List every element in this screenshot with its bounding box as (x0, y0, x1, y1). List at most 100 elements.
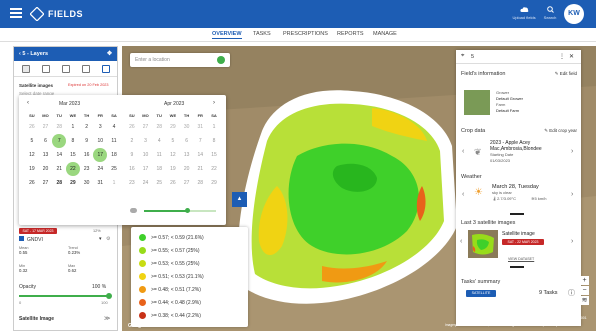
calendar-day[interactable]: 15 (70, 152, 76, 158)
calendar-day[interactable]: 26 (170, 180, 176, 186)
calendar-day[interactable]: 25 (111, 166, 117, 172)
calendar-day[interactable]: 5 (30, 138, 34, 144)
view-dataset-link[interactable]: VIEW DATASET (508, 257, 535, 261)
calendar-day[interactable]: 12 (29, 152, 35, 158)
calendar-day[interactable]: 4 (157, 138, 161, 144)
upload-fields-button[interactable]: Upload fields (510, 6, 538, 20)
calendar-day[interactable]: 28 (56, 124, 62, 130)
opacity-value[interactable]: 100 % (92, 284, 106, 290)
calendar-day[interactable]: 17 (142, 166, 149, 172)
calendar-day[interactable]: 28 (56, 180, 62, 186)
calendar-day[interactable]: 23 (83, 166, 90, 172)
calendar-day[interactable]: 24 (142, 180, 149, 186)
edit-crop-button[interactable]: ✎ Edit crop year (544, 128, 577, 133)
tab-prescriptions[interactable]: PRESCRIPTIONS (283, 31, 328, 37)
calendar-day[interactable]: 1 (71, 124, 75, 130)
search-button[interactable]: Search (536, 6, 564, 20)
soil-layer-icon[interactable] (82, 65, 90, 73)
calendar-day[interactable]: 7 (198, 138, 202, 144)
satellite-image-footer[interactable]: Satellite Image (19, 316, 55, 322)
calendar-day[interactable]: 19 (29, 166, 35, 172)
expired-note[interactable]: Expired on 20 Feb 2023 (68, 83, 109, 87)
calendar-day[interactable]: 29 (170, 124, 176, 130)
tab-manage[interactable]: MANAGE (373, 31, 397, 37)
calendar-day[interactable]: 12 (170, 152, 176, 158)
sat-date-chip[interactable]: SAT - 22 MAR 2023 (502, 239, 544, 245)
index-selector[interactable]: GNDVI ▾ ⚙ (19, 236, 114, 243)
calendar-day[interactable]: 21 (56, 166, 62, 172)
calendar-day[interactable]: 2 (130, 138, 134, 144)
calendar-day[interactable]: 26 (129, 124, 135, 130)
weather-prev-icon[interactable]: ‹ (462, 191, 465, 198)
prev-month-icon[interactable]: ‹ (27, 100, 29, 106)
calendar-day[interactable]: 8 (212, 138, 216, 144)
calendar-day[interactable]: 6 (44, 138, 47, 144)
menu-icon[interactable] (10, 8, 22, 18)
opacity-slider-handle[interactable] (106, 293, 112, 299)
selected-date-chip[interactable]: SAT - 17 MAR 2023 (19, 228, 57, 234)
calendar-day[interactable]: 11 (111, 138, 117, 144)
calendar-day[interactable]: 4 (112, 124, 116, 130)
sat-next-icon[interactable]: › (571, 238, 574, 245)
calendar-day[interactable]: 6 (185, 138, 188, 144)
tab-reports[interactable]: REPORTS (337, 31, 364, 37)
cloud-coverage-slider[interactable] (144, 208, 216, 213)
crop-next-icon[interactable]: › (571, 148, 574, 155)
calendar-day[interactable]: 16 (83, 152, 90, 158)
opacity-slider-track[interactable] (19, 295, 111, 297)
calendar-day[interactable]: 27 (142, 124, 149, 130)
calendar-day[interactable]: 20 (42, 166, 49, 172)
close-icon[interactable]: ✕ (569, 54, 575, 60)
location-search-input[interactable]: Enter a location (130, 53, 230, 67)
calendar-day[interactable]: 22 (211, 166, 217, 172)
layers-stack-icon[interactable]: ≋ (580, 296, 589, 305)
calendar-day[interactable]: 26 (29, 180, 35, 186)
location-pin-icon[interactable] (217, 56, 225, 64)
chevron-down-footer-icon[interactable]: ≫ (104, 316, 111, 322)
tasks-category-chip[interactable]: SATELLITE (466, 290, 496, 297)
prescription-layer-icon[interactable] (42, 65, 50, 73)
calendar-day[interactable]: 29 (211, 180, 217, 186)
calendar-day[interactable]: 14 (56, 152, 62, 158)
eye-layer-icon[interactable] (62, 65, 70, 73)
satellite-layer-icon[interactable] (22, 65, 30, 73)
calendar-day[interactable]: 17 (93, 148, 108, 162)
calendar-day[interactable]: 29 (70, 180, 76, 186)
calendar-day[interactable]: 22 (66, 162, 80, 176)
calendar-day[interactable]: 2 (85, 124, 88, 130)
more-options-icon[interactable]: ⋮ (559, 54, 565, 60)
tasks-count[interactable]: 9 Tasks (539, 290, 558, 296)
calendar-day[interactable]: 5 (171, 138, 175, 144)
calendar-day[interactable]: 8 (71, 138, 75, 144)
satellite-image-thumbnail[interactable] (468, 230, 498, 258)
calendar-day[interactable]: 30 (183, 124, 190, 130)
calendar-day[interactable]: 18 (156, 166, 162, 172)
calendar-day[interactable]: 30 (83, 180, 90, 186)
chevron-down-icon[interactable]: ▾ (99, 236, 102, 242)
calendar-day[interactable]: 9 (130, 152, 134, 158)
calendar-day[interactable]: 3 (144, 138, 147, 144)
tab-overview[interactable]: OVERVIEW (212, 31, 242, 39)
zoom-in-button[interactable]: + (580, 276, 589, 285)
settings-icon[interactable]: ⚙ (106, 236, 111, 242)
user-avatar[interactable]: KW (564, 4, 584, 24)
calendar-day[interactable]: 27 (42, 180, 49, 186)
drone-layer-icon[interactable] (102, 65, 110, 73)
calendar-day[interactable]: 18 (111, 152, 117, 158)
calendar-day[interactable]: 9 (85, 138, 88, 144)
calendar-day[interactable]: 21 (197, 166, 204, 172)
calendar-day[interactable]: 27 (183, 180, 190, 186)
calendar-day[interactable]: 31 (97, 180, 104, 186)
calendar-day[interactable]: 23 (129, 180, 135, 186)
next-month-icon[interactable]: › (213, 100, 215, 106)
zoom-out-button[interactable]: − (580, 286, 589, 295)
calendar-day[interactable]: 24 (97, 166, 104, 172)
calendar-day[interactable]: 11 (156, 152, 162, 158)
crop-prev-icon[interactable]: ‹ (462, 148, 465, 155)
calendar-day[interactable]: 13 (42, 152, 49, 158)
sat-prev-icon[interactable]: ‹ (460, 238, 463, 245)
calendar-day[interactable]: 19 (170, 166, 176, 172)
calendar-day[interactable]: 14 (197, 152, 204, 158)
calendar-day[interactable]: 16 (129, 166, 135, 172)
tab-tasks[interactable]: TASKS (253, 31, 271, 37)
